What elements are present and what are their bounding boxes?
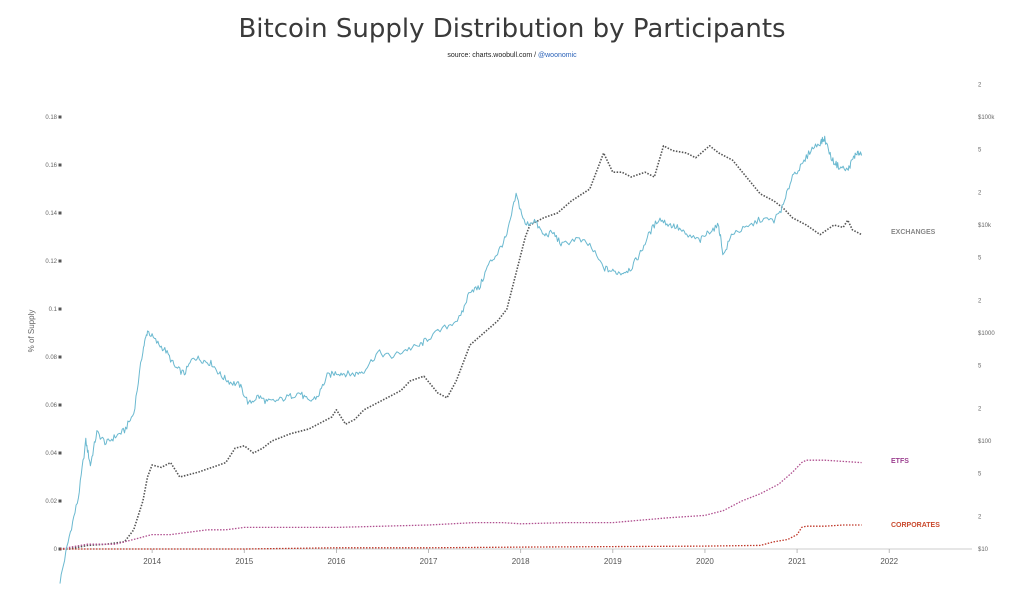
y2-minor-tick-label: 5 bbox=[978, 472, 982, 478]
y-axis-label: % of Supply bbox=[27, 310, 36, 353]
x-tick-label: 2015 bbox=[235, 557, 253, 566]
y-tick-label: 0.18 bbox=[45, 115, 57, 121]
chart-subtitle: source: charts.woobull.com / @woonomic bbox=[0, 52, 1024, 59]
y2-major-tick-label: $100k bbox=[978, 115, 995, 121]
y2-minor-tick-label: 2 bbox=[978, 82, 982, 88]
y2-major-tick-label: $10k bbox=[978, 223, 992, 229]
y-tick-label: 0.12 bbox=[45, 259, 57, 265]
y2-minor-tick-label: 2 bbox=[978, 406, 982, 412]
y-tick-mark bbox=[58, 115, 62, 119]
y2-minor-tick-label: 5 bbox=[978, 364, 982, 370]
x-tick-label: 2016 bbox=[328, 557, 346, 566]
series-line-exchanges bbox=[60, 145, 862, 550]
x-tick-label: 2014 bbox=[143, 557, 161, 566]
y-tick-mark bbox=[58, 403, 62, 407]
x-tick-label: 2020 bbox=[696, 557, 714, 566]
y2-axis-ticks: $10 2 5 $100 2 5 $1000 2 5 $10k 2 5 $100k 2 bbox=[978, 82, 995, 553]
series-line-btc-price bbox=[59, 135, 863, 584]
y2-minor-tick-label: 5 bbox=[978, 148, 982, 154]
y2-major-tick-label: $1000 bbox=[978, 331, 995, 337]
y-axis-ticks: 0 0.02 0.04 0.06 0.08 0.1 0.12 0.14 0.16 0.18 bbox=[45, 115, 62, 553]
chart-title: Bitcoin Supply Distribution by Participa… bbox=[238, 14, 786, 44]
y-tick-mark bbox=[58, 499, 62, 503]
y-tick-mark bbox=[58, 451, 62, 455]
x-tick-label: 2021 bbox=[788, 557, 806, 566]
y-tick-label: 0 bbox=[54, 547, 58, 553]
y-tick-label: 0.14 bbox=[45, 211, 57, 217]
x-tick-label: 2019 bbox=[604, 557, 622, 566]
y-tick-label: 0.08 bbox=[45, 355, 57, 361]
subtitle-source: source: charts.woobull.com / bbox=[447, 52, 539, 59]
y-tick-mark bbox=[58, 355, 62, 359]
y-tick-label: 0.02 bbox=[45, 499, 57, 505]
subtitle-link[interactable]: @woonomic bbox=[538, 52, 577, 59]
series-label-etfs: ETFS bbox=[891, 458, 909, 465]
x-tick-label: 2022 bbox=[880, 557, 898, 566]
y-tick-mark bbox=[58, 307, 62, 311]
y-tick-mark bbox=[58, 259, 62, 263]
x-tick-label: 2017 bbox=[420, 557, 438, 566]
x-axis-ticks: 2014 2015 2016 2017 2018 2019 2020 2021 2022 bbox=[143, 549, 899, 566]
y-tick-mark bbox=[58, 211, 62, 215]
series-layer bbox=[59, 135, 863, 584]
y-tick-label: 0.16 bbox=[45, 163, 57, 169]
x-tick-label: 2018 bbox=[512, 557, 530, 566]
y-tick-label: 0.1 bbox=[49, 307, 58, 313]
y-tick-label: 0.04 bbox=[45, 451, 57, 457]
series-line-etfs bbox=[59, 459, 862, 550]
y2-minor-tick-label: 2 bbox=[978, 514, 982, 520]
series-label-corporates: CORPORATES bbox=[891, 522, 940, 529]
y2-minor-tick-label: 5 bbox=[978, 256, 982, 262]
y2-minor-tick-label: 2 bbox=[978, 190, 982, 196]
y-tick-mark bbox=[58, 163, 62, 167]
y-tick-label: 0.06 bbox=[45, 403, 57, 409]
y2-major-tick-label: $100 bbox=[978, 439, 992, 445]
y2-major-tick-label: $10 bbox=[978, 547, 989, 553]
y2-minor-tick-label: 2 bbox=[978, 298, 982, 304]
series-label-exchanges: EXCHANGES bbox=[891, 229, 936, 236]
series-line-corporates bbox=[60, 524, 862, 550]
